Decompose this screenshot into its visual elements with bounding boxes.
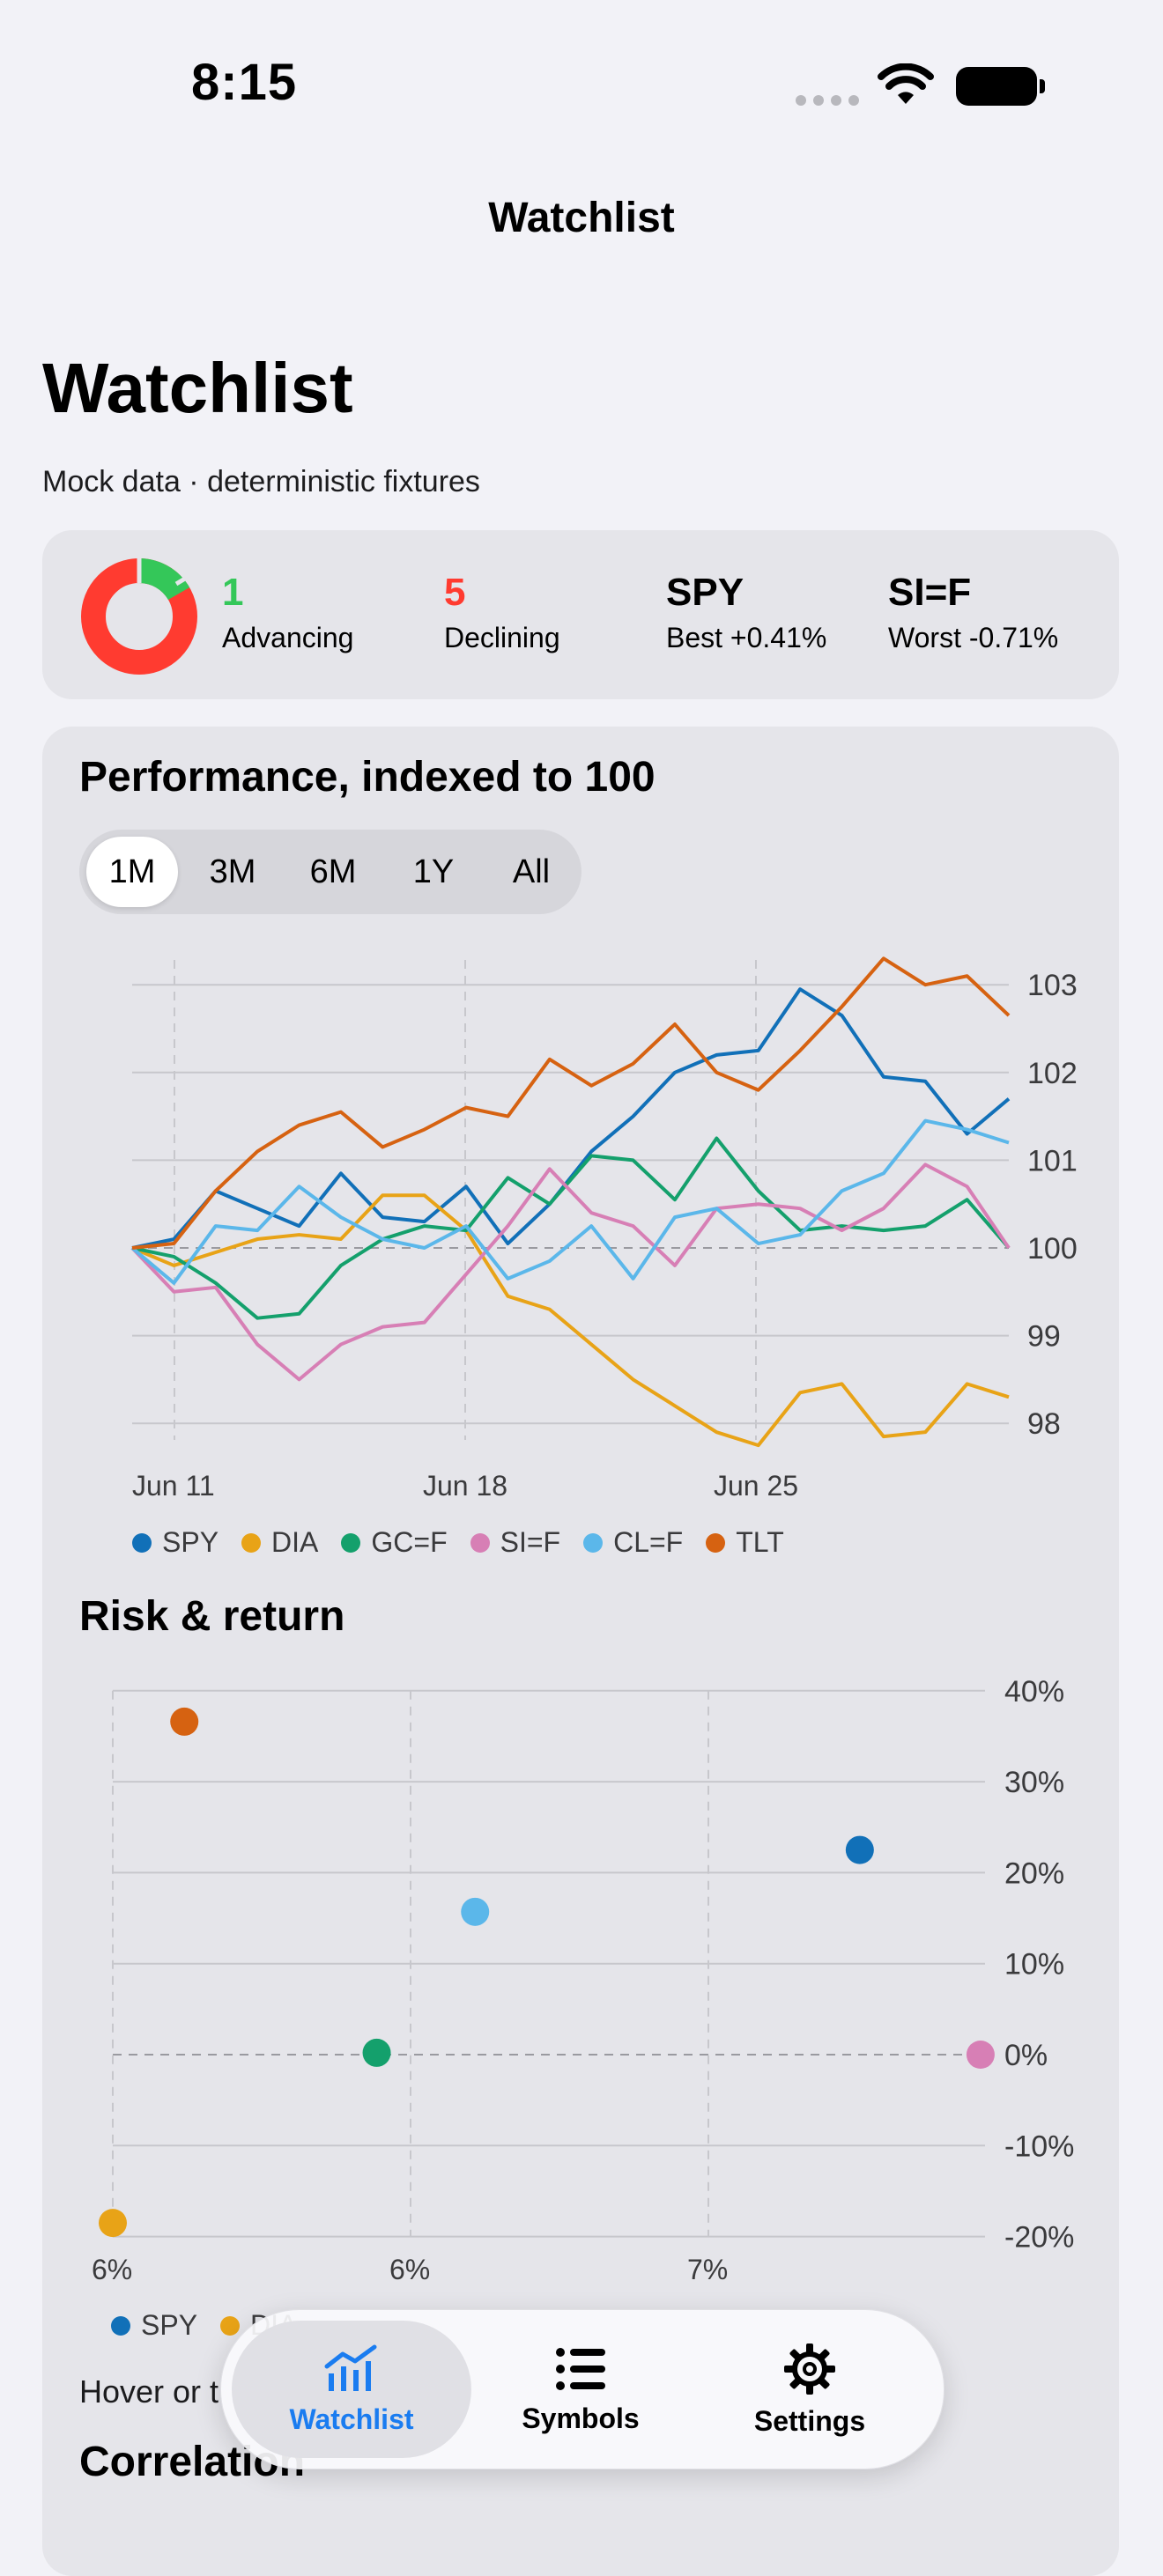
cellular-dots-icon (796, 95, 859, 106)
legend-swatch (132, 1532, 152, 1553)
risk-y-tick: 0% (1004, 2039, 1048, 2072)
legend-label: SPY (162, 1526, 219, 1558)
risk-return-chart[interactable]: 40% 30% 20% 10% 0% -10% -20% 6% 6% 7% (0, 1629, 1163, 2299)
risk-y-tick: 30% (1004, 1766, 1064, 1799)
legend-label: CL=F (613, 1526, 684, 1558)
best-stat: SPY Best +0.41% (666, 571, 826, 654)
risk-y-tick: 40% (1004, 1675, 1064, 1709)
list-icon (556, 2347, 605, 2390)
risk-y-tick: -20% (1004, 2221, 1074, 2255)
series-line-dia (131, 1193, 1010, 1448)
perf-y-tick: 99 (1027, 1320, 1061, 1354)
risk-y-tick: 10% (1004, 1948, 1064, 1982)
legend-label: SPY (141, 2309, 198, 2341)
legend-swatch (583, 1532, 604, 1553)
declining-label: Declining (444, 622, 560, 653)
series-line-gcf (131, 1136, 1011, 1320)
worst-stat: SI=F Worst -0.71% (888, 571, 1058, 654)
advancing-count: 1 (222, 571, 244, 614)
performance-legend: SPY DIA GC=F SI=F CL=F TLT (132, 1526, 784, 1559)
hover-hint: Hover or t (79, 2373, 219, 2410)
range-1y[interactable]: 1Y (412, 853, 455, 890)
status-bar: 8:15 (0, 0, 1163, 167)
risk-x-tick: 6% (92, 2254, 132, 2285)
risk-title: Risk & return (79, 1593, 345, 1640)
legend-swatch (111, 2315, 130, 2336)
best-label: Best +0.41% (666, 622, 827, 653)
battery-icon (956, 67, 1045, 106)
risk-y-tick: -10% (1004, 2129, 1074, 2163)
nav-title: Watchlist (488, 195, 675, 241)
scatter-point-gcf (362, 2038, 391, 2067)
legend-item: TLT (706, 1526, 784, 1559)
perf-y-tick: 103 (1027, 969, 1078, 1002)
tab-settings[interactable]: Settings (690, 2321, 930, 2458)
declining-stat: 5 Declining (444, 571, 560, 654)
tab-symbols[interactable]: Symbols (461, 2321, 700, 2458)
declining-count: 5 (444, 571, 466, 614)
tab-settings-label: Settings (753, 2404, 866, 2437)
charts-card (42, 727, 1119, 2576)
range-6m[interactable]: 6M (309, 853, 357, 890)
perf-y-tick: 98 (1027, 1407, 1061, 1441)
legend-item: GC=F (341, 1526, 448, 1559)
page-subtitle: Mock data · deterministic fixtures (42, 465, 480, 498)
legend-label: TLT (736, 1526, 784, 1558)
legend-swatch (341, 1532, 361, 1553)
legend-item: SI=F (470, 1526, 560, 1559)
perf-x-tick: Jun 11 (132, 1470, 215, 1497)
scatter-point-dia (99, 2209, 127, 2238)
perf-y-tick: 101 (1027, 1144, 1078, 1177)
scatter-point-spy (845, 1835, 874, 1864)
tab-symbols-label: Symbols (522, 2402, 640, 2434)
perf-y-tick: 100 (1027, 1232, 1078, 1266)
range-1m[interactable]: 1M (86, 837, 178, 907)
legend-item: SPY (132, 1526, 219, 1559)
scatter-point-clf (461, 1897, 490, 1926)
summary-card (42, 530, 1119, 699)
series-line-tlt (131, 956, 1011, 1250)
perf-y-tick: 102 (1027, 1057, 1078, 1090)
series-line-spy (131, 987, 1011, 1250)
tab-bar: Watchlist Symbols Settings (220, 2309, 944, 2469)
risk-y-tick: 20% (1004, 1856, 1064, 1890)
legend-swatch (706, 1532, 726, 1553)
chart-icon (324, 2344, 377, 2391)
performance-chart[interactable]: 98 99 100 101 102 103 Jun 11 Jun 18 Jun 25 (0, 0, 1163, 1497)
advancing-label: Advancing (222, 622, 354, 653)
scatter-point-tlt (170, 1707, 199, 1736)
performance-title: Performance, indexed to 100 (79, 754, 656, 801)
legend-swatch (470, 1532, 490, 1553)
legend-swatch (241, 1532, 262, 1553)
tab-watchlist-label: Watchlist (289, 2403, 414, 2435)
legend-swatch (220, 2315, 241, 2336)
wifi-icon (878, 63, 934, 104)
page-title: Watchlist (42, 349, 353, 427)
range-all[interactable]: All (512, 853, 551, 890)
risk-x-tick: 6% (389, 2254, 430, 2285)
best-symbol: SPY (666, 571, 744, 614)
worst-symbol: SI=F (888, 571, 972, 614)
series-line-clf (130, 1118, 1010, 1285)
worst-label: Worst -0.71% (888, 622, 1059, 653)
advancing-declining-donut (81, 558, 197, 675)
legend-label: GC=F (371, 1526, 448, 1558)
risk-x-tick: 7% (687, 2254, 728, 2285)
scatter-point-sif (966, 2041, 995, 2069)
legend-label: SI=F (500, 1526, 561, 1558)
gear-icon (784, 2343, 835, 2395)
tab-watchlist[interactable]: Watchlist (232, 2321, 471, 2458)
status-time: 8:15 (191, 54, 298, 111)
perf-x-tick: Jun 18 (423, 1470, 507, 1497)
series-line-sif (130, 1163, 1011, 1382)
advancing-stat: 1 Advancing (222, 571, 353, 654)
range-3m[interactable]: 3M (209, 853, 256, 890)
legend-item: CL=F (583, 1526, 683, 1559)
legend-item: DIA (241, 1526, 318, 1559)
range-picker: 1M 3M 6M 1Y All (79, 830, 582, 914)
legend-item: SPY (111, 2309, 197, 2342)
legend-label: DIA (271, 1526, 319, 1558)
perf-x-tick: Jun 25 (714, 1470, 798, 1497)
